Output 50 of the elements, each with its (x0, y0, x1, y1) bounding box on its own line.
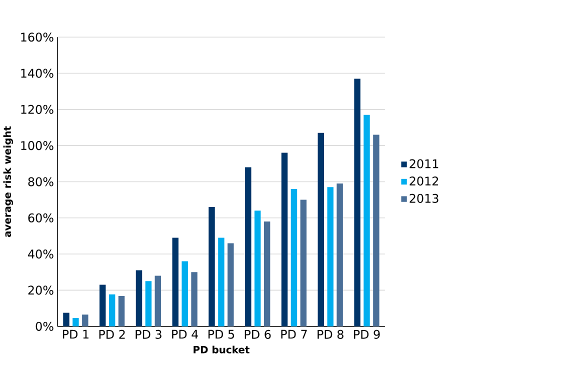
bar (300, 200, 307, 326)
bar (290, 189, 298, 326)
bar (72, 318, 79, 326)
bar (172, 238, 178, 326)
bar (100, 284, 106, 326)
x-tick-label: PD 4 (172, 330, 198, 339)
bar (108, 294, 116, 326)
bar (208, 207, 215, 326)
y-tick-label: 0% (36, 322, 54, 331)
bar (373, 134, 380, 326)
x-tick-label: PD 3 (136, 330, 162, 339)
x-tick-label: PD 5 (208, 330, 234, 339)
bar (318, 133, 324, 326)
bar (63, 312, 70, 326)
bar (364, 114, 370, 326)
bar (218, 238, 224, 326)
y-tick-label: 120% (21, 105, 54, 114)
x-tick-label: PD 9 (354, 330, 380, 339)
bar (136, 270, 142, 326)
bar (354, 78, 360, 326)
y-tick-label: 160% (21, 32, 54, 42)
bar (336, 184, 343, 326)
y-tick-label: 40% (28, 250, 54, 259)
bar (264, 222, 270, 326)
x-tick-label: PD 8 (318, 330, 344, 339)
bar (281, 152, 288, 326)
bar (228, 243, 234, 326)
y-tick-label: 60% (28, 213, 54, 222)
bar (191, 272, 198, 326)
y-tick-label: 140% (21, 68, 54, 78)
x-tick-label: PD 6 (244, 330, 271, 339)
y-tick-label: 20% (28, 286, 54, 295)
x-tick-label: PD 2 (99, 330, 125, 339)
legend-label: 2011 (410, 159, 438, 168)
x-axis-title: PD bucket (194, 346, 250, 354)
bar (254, 210, 261, 326)
x-tick-label: PD 1 (62, 330, 88, 339)
bar (82, 314, 88, 326)
y-tick-label: 100% (21, 141, 54, 150)
bar (327, 187, 334, 326)
bar (245, 167, 252, 326)
x-tick-label: PD 7 (281, 330, 307, 339)
legend-label: 2012 (410, 176, 438, 186)
legend-label: 2013 (410, 194, 438, 203)
y-tick-label: 80% (28, 177, 54, 186)
bar (154, 276, 162, 326)
bar (145, 281, 152, 326)
bar (182, 261, 188, 326)
bar (118, 296, 125, 326)
y-axis-title: average risk weight (3, 126, 14, 238)
